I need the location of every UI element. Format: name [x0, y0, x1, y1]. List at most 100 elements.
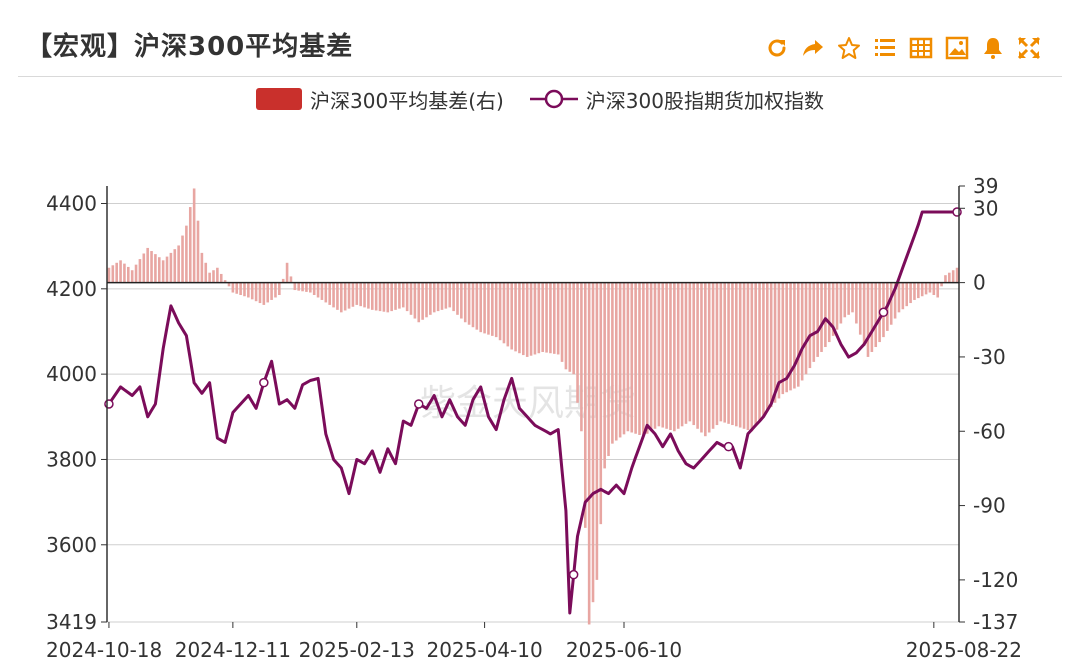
basis-bar[interactable]: [138, 259, 142, 283]
basis-bar[interactable]: [460, 282, 463, 319]
basis-bar[interactable]: [696, 282, 699, 429]
basis-bar[interactable]: [653, 282, 657, 429]
fullscreen-icon[interactable]: [1016, 35, 1042, 61]
basis-bar[interactable]: [564, 282, 568, 370]
basis-bar[interactable]: [820, 282, 823, 352]
basis-bar[interactable]: [161, 260, 165, 283]
basis-bar[interactable]: [847, 282, 850, 315]
basis-bar[interactable]: [700, 282, 703, 433]
basis-bar[interactable]: [254, 282, 258, 302]
basis-bar[interactable]: [340, 282, 343, 313]
basis-bar[interactable]: [634, 282, 637, 434]
basis-bar[interactable]: [316, 282, 320, 298]
basis-bar[interactable]: [808, 282, 812, 369]
basis-bar[interactable]: [831, 282, 835, 336]
basis-bar[interactable]: [568, 282, 572, 372]
legend-item-basis[interactable]: 沪深300平均基差(右): [256, 85, 504, 114]
basis-bar[interactable]: [529, 282, 533, 356]
index-line[interactable]: [107, 210, 958, 615]
basis-bar[interactable]: [479, 282, 483, 333]
basis-bar[interactable]: [328, 282, 331, 305]
basis-bar[interactable]: [758, 282, 761, 422]
basis-bar[interactable]: [955, 267, 959, 283]
basis-bar[interactable]: [638, 282, 641, 435]
basis-bar[interactable]: [553, 282, 556, 354]
basis-bar[interactable]: [525, 282, 529, 357]
basis-bar[interactable]: [196, 220, 200, 283]
basis-bar[interactable]: [692, 282, 696, 426]
basis-bar[interactable]: [355, 282, 359, 305]
basis-bar[interactable]: [173, 249, 177, 283]
basis-bar[interactable]: [704, 282, 707, 437]
basis-bar[interactable]: [312, 282, 316, 295]
basis-bar[interactable]: [258, 282, 262, 304]
basis-bar[interactable]: [545, 282, 548, 353]
basis-bar[interactable]: [429, 282, 432, 315]
basis-bar[interactable]: [343, 282, 347, 311]
basis-bar[interactable]: [603, 282, 606, 469]
basis-bar[interactable]: [107, 267, 111, 283]
basis-bar[interactable]: [456, 282, 459, 315]
basis-bar[interactable]: [777, 282, 781, 399]
basis-bar[interactable]: [839, 282, 843, 324]
basis-bar[interactable]: [278, 282, 281, 295]
basis-bar[interactable]: [324, 282, 328, 303]
index-point[interactable]: [878, 307, 889, 318]
basis-bar[interactable]: [382, 282, 386, 312]
basis-bar[interactable]: [231, 282, 235, 293]
basis-bar[interactable]: [727, 282, 730, 424]
basis-bar[interactable]: [645, 282, 649, 434]
basis-bar[interactable]: [649, 282, 653, 432]
basis-bar[interactable]: [200, 252, 204, 283]
basis-bar[interactable]: [572, 282, 575, 375]
basis-bar[interactable]: [235, 282, 239, 294]
basis-bar[interactable]: [506, 282, 510, 347]
basis-bar[interactable]: [626, 282, 630, 432]
legend-item-index[interactable]: 沪深300股指期货加权指数: [529, 85, 824, 114]
basis-bar[interactable]: [301, 282, 304, 292]
basis-bar[interactable]: [289, 276, 293, 283]
basis-bar[interactable]: [642, 282, 645, 437]
basis-bar[interactable]: [123, 263, 126, 283]
basis-bar[interactable]: [119, 260, 122, 283]
basis-bar[interactable]: [614, 282, 618, 441]
basis-bar[interactable]: [363, 282, 366, 308]
basis-bar[interactable]: [901, 282, 905, 310]
basis-bar[interactable]: [537, 282, 541, 354]
basis-bar[interactable]: [452, 282, 455, 312]
basis-bar[interactable]: [587, 282, 591, 625]
image-icon[interactable]: [944, 35, 970, 61]
basis-bar[interactable]: [401, 282, 405, 308]
basis-bar[interactable]: [940, 282, 943, 287]
basis-bar[interactable]: [378, 282, 382, 312]
basis-bar[interactable]: [514, 282, 517, 352]
basis-bar[interactable]: [386, 282, 390, 313]
basis-bar[interactable]: [192, 188, 196, 283]
basis-bar[interactable]: [394, 282, 397, 310]
basis-bar[interactable]: [405, 282, 409, 312]
basis-bar[interactable]: [223, 280, 227, 283]
basis-bar[interactable]: [467, 282, 471, 325]
basis-bar[interactable]: [688, 282, 692, 422]
basis-bar[interactable]: [580, 282, 583, 432]
basis-bar[interactable]: [409, 282, 413, 315]
basis-bar[interactable]: [874, 282, 878, 348]
basis-bar[interactable]: [518, 282, 521, 354]
basis-bar[interactable]: [309, 282, 312, 293]
basis-bar[interactable]: [680, 282, 684, 427]
list-icon[interactable]: [872, 35, 898, 61]
basis-bar[interactable]: [533, 282, 537, 355]
share-icon[interactable]: [800, 35, 826, 61]
basis-bar[interactable]: [742, 282, 746, 429]
basis-bar[interactable]: [762, 282, 765, 417]
basis-bar[interactable]: [684, 282, 688, 424]
basis-bar[interactable]: [622, 282, 626, 435]
basis-bar[interactable]: [611, 282, 614, 444]
basis-bar[interactable]: [769, 282, 773, 408]
basis-bar[interactable]: [293, 282, 297, 291]
basis-bar[interactable]: [181, 235, 184, 283]
basis-bar[interactable]: [785, 282, 788, 393]
basis-bar[interactable]: [188, 207, 192, 283]
basis-bar[interactable]: [150, 251, 153, 283]
basis-bar[interactable]: [475, 282, 479, 330]
